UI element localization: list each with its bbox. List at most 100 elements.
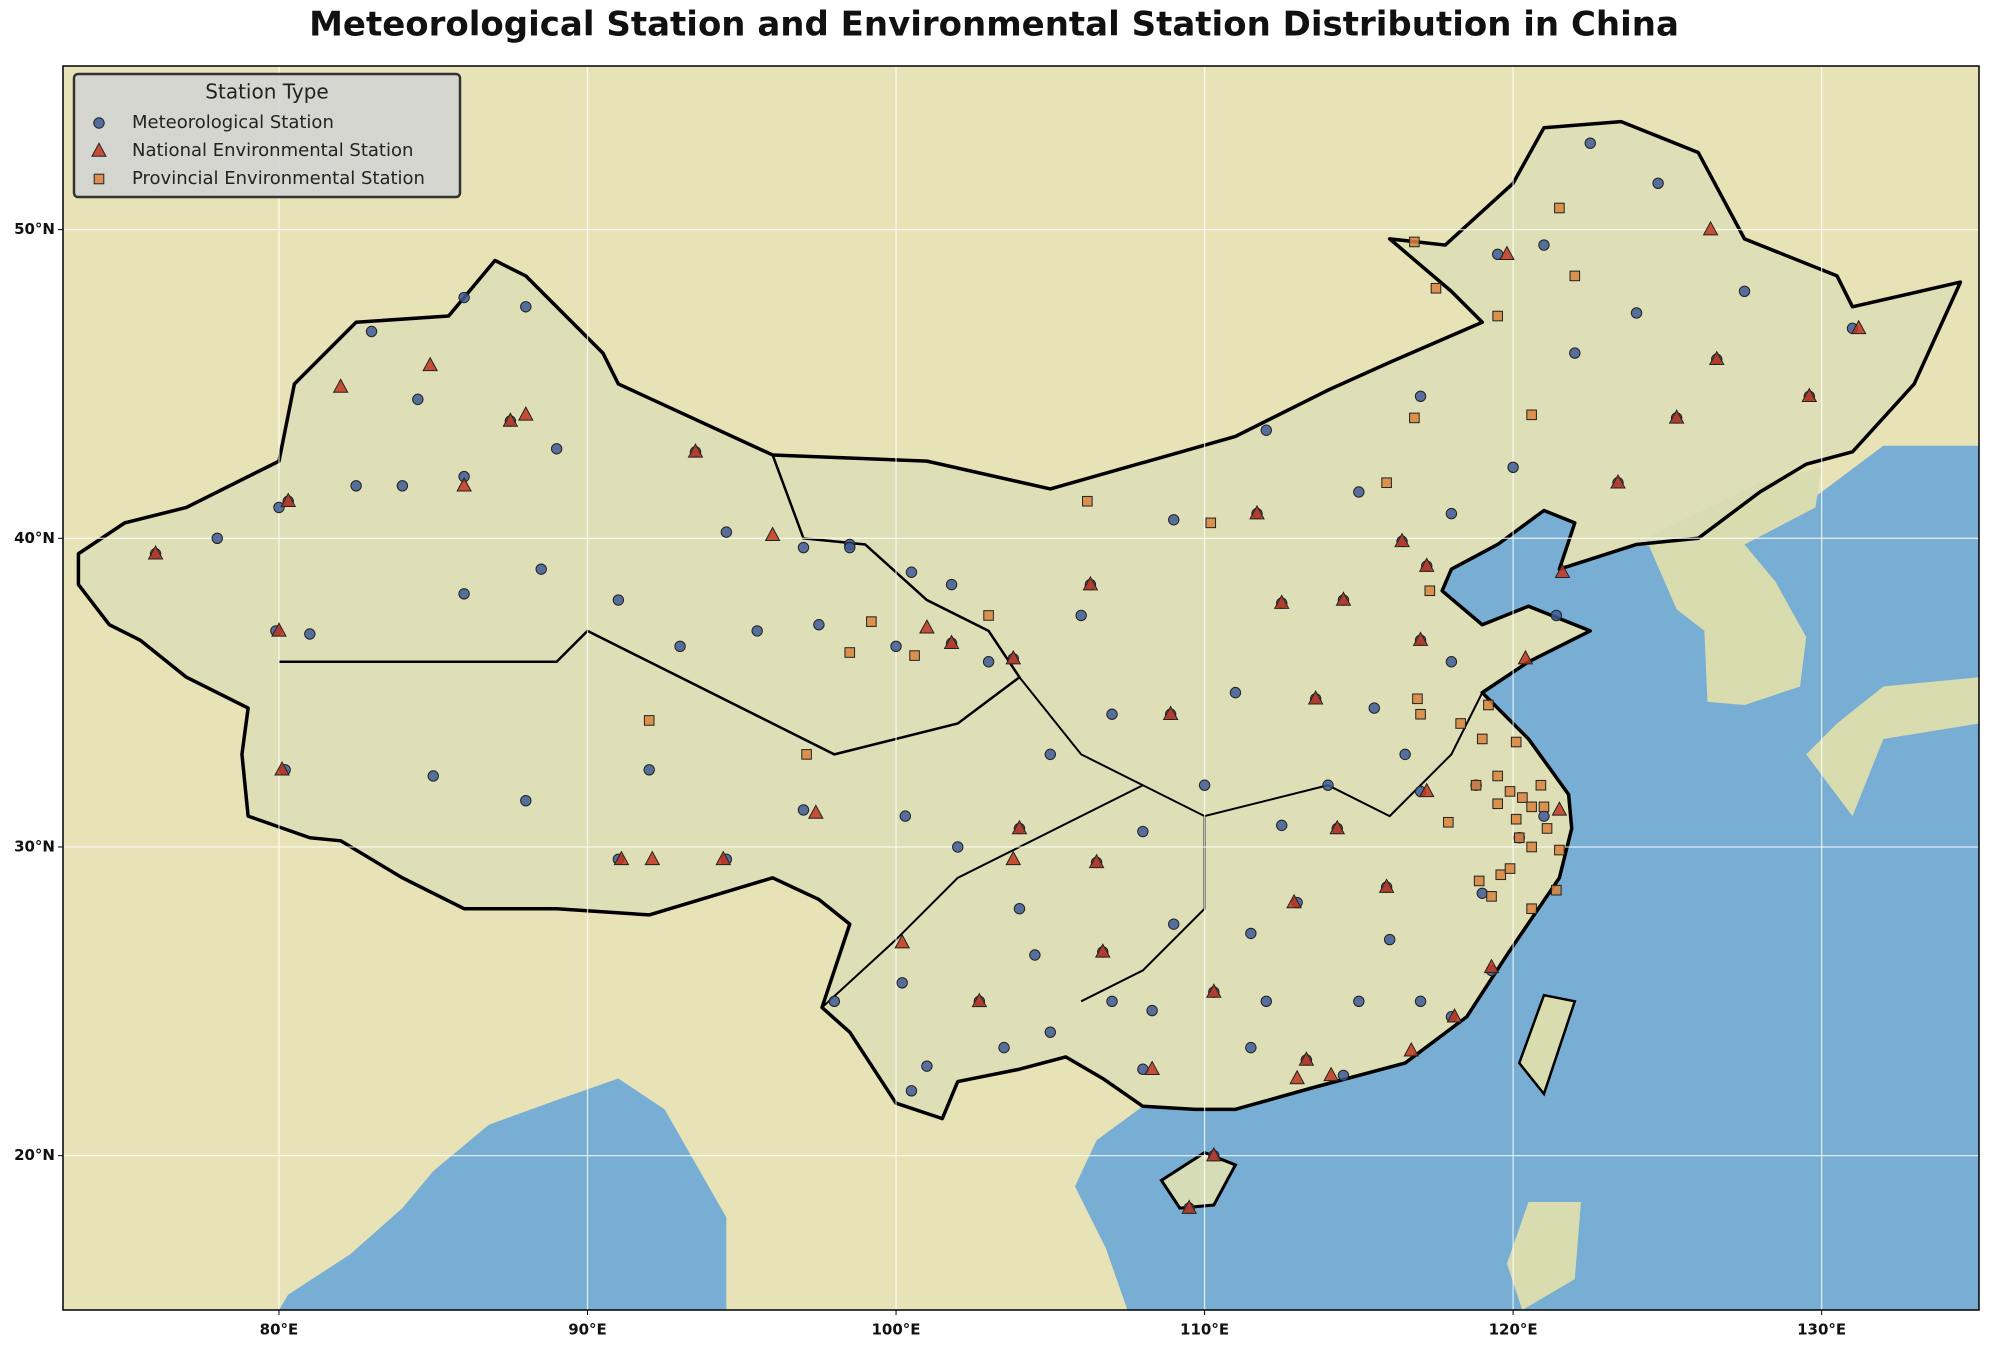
station-point bbox=[844, 647, 856, 658]
station-point bbox=[1415, 708, 1426, 720]
station-point bbox=[1249, 504, 1265, 520]
station-point bbox=[1205, 983, 1222, 998]
legend-label: Meteorological Station bbox=[132, 112, 334, 133]
station-point bbox=[1198, 779, 1211, 791]
station-point bbox=[797, 804, 810, 816]
station-point bbox=[1353, 995, 1365, 1008]
station-point bbox=[1541, 823, 1553, 834]
x-tick-label: 110°E bbox=[1180, 1321, 1229, 1339]
station-point bbox=[422, 356, 438, 372]
station-point bbox=[427, 770, 439, 782]
station-point bbox=[1005, 850, 1022, 866]
station-point bbox=[1554, 202, 1565, 214]
station-point bbox=[1137, 825, 1149, 838]
station-point bbox=[1476, 887, 1488, 899]
station-point bbox=[1443, 816, 1454, 828]
station-point bbox=[280, 492, 297, 507]
x-tick-label: 100°E bbox=[872, 1321, 921, 1339]
station-point bbox=[1550, 609, 1563, 622]
station-point bbox=[1473, 875, 1485, 887]
china-outline bbox=[78, 122, 1960, 1119]
station-point bbox=[1307, 690, 1324, 705]
station-point bbox=[1526, 801, 1537, 813]
station-point bbox=[1510, 736, 1522, 748]
station-point bbox=[943, 634, 960, 649]
station-point bbox=[1394, 532, 1410, 548]
station-point bbox=[1630, 307, 1643, 319]
luzon-land bbox=[1506, 1201, 1581, 1310]
station-point bbox=[797, 541, 810, 554]
station-point bbox=[945, 578, 958, 591]
station-point bbox=[909, 650, 920, 661]
station-point bbox=[1492, 798, 1503, 810]
station-point bbox=[890, 640, 902, 653]
station-point bbox=[998, 1041, 1010, 1054]
station-point bbox=[1538, 239, 1550, 251]
station-point bbox=[1082, 575, 1099, 591]
station-point bbox=[715, 850, 732, 866]
station-point bbox=[1499, 245, 1515, 261]
station-point bbox=[456, 477, 472, 492]
station-point bbox=[1409, 412, 1420, 424]
station-point bbox=[1289, 1069, 1305, 1085]
station-point bbox=[1383, 933, 1396, 946]
legend-marker bbox=[93, 173, 105, 185]
station-point bbox=[1353, 486, 1365, 498]
station-point bbox=[271, 622, 287, 637]
station-point bbox=[1399, 748, 1411, 761]
station-point bbox=[1082, 495, 1093, 507]
station-point bbox=[365, 325, 378, 338]
station-point bbox=[1517, 792, 1528, 803]
x-tick-label: 80°E bbox=[260, 1321, 299, 1339]
station-point bbox=[1205, 517, 1217, 529]
station-point bbox=[894, 933, 911, 949]
japan-land bbox=[1806, 677, 1979, 817]
station-point bbox=[1492, 770, 1503, 782]
station-point bbox=[813, 619, 825, 631]
station-point bbox=[1476, 733, 1488, 745]
station-point bbox=[1298, 1051, 1315, 1066]
station-point bbox=[905, 566, 918, 578]
station-point bbox=[1368, 702, 1380, 714]
station-point bbox=[1337, 1069, 1350, 1082]
station-point bbox=[1483, 699, 1494, 711]
station-point bbox=[1378, 878, 1395, 893]
legend-label: National Environmental Station bbox=[132, 140, 413, 161]
station-point bbox=[1323, 1066, 1339, 1082]
station-point bbox=[643, 764, 655, 776]
station-point bbox=[674, 640, 686, 653]
station-point bbox=[396, 480, 409, 492]
station-point bbox=[1486, 891, 1497, 902]
station-point bbox=[1144, 1060, 1160, 1075]
station-point bbox=[1381, 477, 1392, 489]
station-point bbox=[896, 977, 908, 989]
station-point bbox=[1088, 853, 1105, 869]
station-point bbox=[899, 810, 911, 822]
station-point bbox=[1551, 884, 1562, 896]
station-point bbox=[1492, 310, 1503, 322]
station-point bbox=[1517, 649, 1534, 665]
station-point bbox=[983, 610, 994, 621]
station-point bbox=[807, 804, 824, 819]
station-point bbox=[612, 594, 625, 606]
station-point bbox=[644, 850, 661, 866]
station-point bbox=[1668, 409, 1685, 424]
x-tick-label: 120°E bbox=[1489, 1321, 1538, 1339]
station-point bbox=[1044, 748, 1057, 761]
station-point bbox=[1483, 958, 1500, 974]
station-point bbox=[1507, 461, 1519, 473]
station-point bbox=[1245, 1041, 1257, 1054]
ticks: 80°E 90°E 100°E 110°E 120°E 130°E 20°N 30°N 40°N… bbox=[14, 220, 1846, 1338]
station-point bbox=[520, 301, 532, 313]
y-tick-label: 20°N bbox=[14, 1146, 55, 1164]
station-point bbox=[1229, 686, 1242, 699]
station-point bbox=[304, 628, 316, 640]
sea bbox=[278, 1078, 727, 1310]
station-point bbox=[1495, 869, 1507, 881]
station-point bbox=[1162, 705, 1179, 720]
chart-title: Meteorological Station and Environmental… bbox=[309, 5, 1679, 45]
legend-marker bbox=[93, 117, 105, 129]
station-point bbox=[1013, 903, 1026, 915]
basemap bbox=[63, 66, 1979, 1310]
